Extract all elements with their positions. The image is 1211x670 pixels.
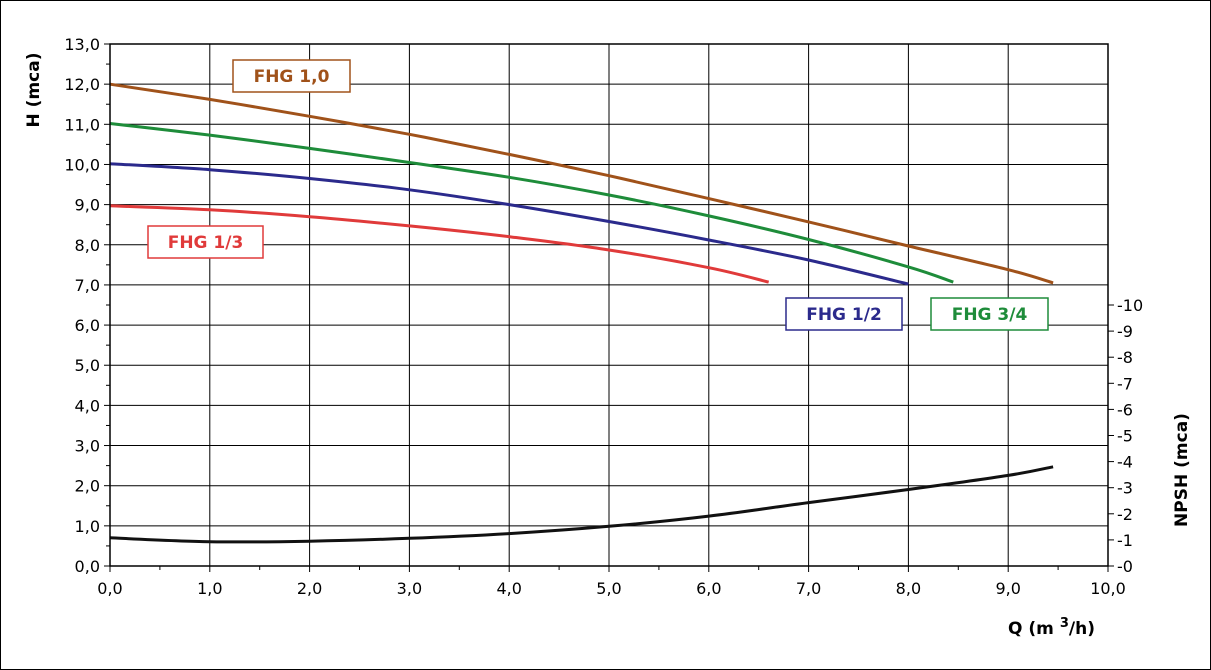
x-tick-labels: 0,0 1,0 2,0 3,0 4,0 5,0 6,0 7,0 8,0 9,0 10,0: [97, 579, 1126, 598]
curve-label-fhg-1-2: FHG 1/2: [785, 297, 903, 331]
series-line-npsh: [109, 465, 1054, 544]
y2-tick-label: -1: [1117, 531, 1133, 550]
grid-lines: [110, 44, 1108, 566]
curve-label-text: FHG 1,0: [254, 67, 330, 87]
curve-label-text: FHG 1/3: [168, 233, 244, 253]
x-tick-label: 4,0: [496, 579, 521, 598]
y-tick-label: 1,0: [75, 517, 100, 536]
y-tick-label: 2,0: [75, 477, 100, 496]
series-line-fhg-3-4: [109, 122, 954, 284]
y-tick-label: 12,0: [64, 75, 100, 94]
y-tick-label: 11,0: [64, 115, 100, 134]
curve-label-box: [232, 59, 351, 93]
x-axis-title-tail: /h): [1069, 619, 1095, 639]
series-line-fhg-1-3: [109, 204, 770, 284]
x-tick-label: 3,0: [397, 579, 422, 598]
y2-tick-label: -9: [1117, 322, 1133, 341]
y2-tick-label: -0: [1117, 557, 1133, 576]
x-tick-label: 9,0: [995, 579, 1020, 598]
y-tick-label: 5,0: [75, 356, 100, 375]
x-tick-label: 6,0: [696, 579, 721, 598]
curve-labels: FHG 1,0 FHG 1/3 FHG 1/2 FHG 3/4: [147, 59, 1049, 331]
y-tick-label: 8,0: [75, 236, 100, 255]
x-axis-title-superscript: 3: [1060, 616, 1069, 631]
series-lines: [109, 82, 1054, 544]
x-tick-label: 0,0: [97, 579, 122, 598]
x-tick-label: 5,0: [596, 579, 621, 598]
curve-label-box: [147, 225, 264, 259]
y-tick-label: 3,0: [75, 437, 100, 456]
y-tick-label: 6,0: [75, 316, 100, 335]
y2-tick-label: -8: [1117, 348, 1133, 367]
y2-tick-label: -10: [1117, 296, 1143, 315]
y2-tick-label: -7: [1117, 374, 1133, 393]
y2-tick-label: -4: [1117, 453, 1133, 472]
y-tick-label: 4,0: [75, 396, 100, 415]
x-tick-label: 8,0: [896, 579, 921, 598]
curve-label-text: FHG 3/4: [952, 305, 1028, 325]
y-tick-label: 10,0: [64, 155, 100, 174]
y2-tick-label: -6: [1117, 400, 1133, 419]
curve-label-text: FHG 1/2: [806, 305, 882, 325]
x-tick-label: 7,0: [796, 579, 821, 598]
series-line-fhg-1-2: [109, 162, 909, 286]
x-tick-label: 2,0: [297, 579, 322, 598]
curve-label-box: [785, 297, 903, 331]
series-line-fhg-1-0: [109, 82, 1054, 285]
y-tick-label: 9,0: [75, 196, 100, 215]
y-axis-title: H (mca): [24, 53, 44, 128]
y2-tick-label: -2: [1117, 505, 1133, 524]
x-axis-title-main: Q (m: [1008, 619, 1054, 639]
y-tick-labels: 0,0 1,0 2,0 3,0 4,0 5,0 6,0 7,0 8,0 9,0 10,0 11,0 12…: [64, 35, 100, 576]
curve-label-fhg-3-4: FHG 3/4: [930, 297, 1049, 331]
x-tick-label: 1,0: [197, 579, 222, 598]
y2-tick-label: -3: [1117, 479, 1133, 498]
x-axis-title: Q (m 3/h): [1008, 616, 1095, 639]
y2-axis-title: NPSH (mca): [1172, 413, 1192, 527]
y2-tick-label: -5: [1117, 427, 1133, 446]
y-tick-label: 0,0: [75, 557, 100, 576]
y-tick-label: 13,0: [64, 35, 100, 54]
x-tick-label: 10,0: [1090, 579, 1126, 598]
curve-label-fhg-1-3: FHG 1/3: [147, 225, 264, 259]
y2-tick-labels: -0 -1 -2 -3 -4 -5 -6 -7 -8 -9 -10: [1117, 296, 1143, 576]
tick-marks: [104, 43, 1114, 572]
y-tick-label: 7,0: [75, 276, 100, 295]
curve-label-fhg-1-0: FHG 1,0: [232, 59, 351, 93]
curve-label-box: [930, 297, 1049, 331]
